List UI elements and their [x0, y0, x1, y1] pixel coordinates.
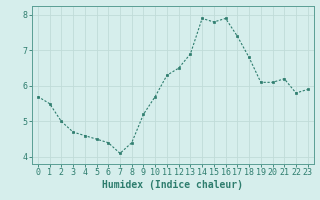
X-axis label: Humidex (Indice chaleur): Humidex (Indice chaleur)	[102, 180, 243, 190]
